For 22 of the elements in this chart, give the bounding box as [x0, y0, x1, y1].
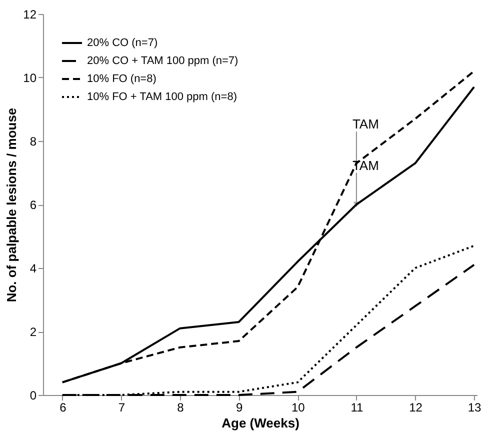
y-tick-label: 4 [30, 262, 37, 276]
x-tick-label: 7 [118, 400, 126, 414]
x-tick-label: 10 [291, 400, 306, 414]
y-tick-label: 8 [30, 134, 37, 148]
y-tick-label: 6 [30, 198, 37, 212]
x-tick-label: 9 [236, 400, 243, 414]
x-tick-label: 13 [468, 400, 482, 414]
y-tick-label: 0 [30, 388, 37, 402]
legend-label: 10% FO (n=8) [87, 73, 156, 85]
x-tick-label: 8 [177, 400, 184, 414]
y-axis-title: No. of palpable lesions / mouse [4, 108, 20, 302]
y-tick-label: 12 [23, 8, 37, 22]
x-tick-label: 12 [409, 400, 423, 414]
x-axis-title: Age (Weeks) [222, 416, 300, 430]
legend-label: 10% FO + TAM 100 ppm (n=8) [87, 91, 237, 103]
legend-label: 20% CO + TAM 100 ppm (n=7) [87, 55, 238, 67]
x-tick-label: 6 [60, 400, 67, 414]
y-tick-label: 10 [23, 71, 37, 85]
legend-label: 20% CO (n=7) [87, 37, 158, 49]
annotation: TAM [352, 116, 379, 132]
x-tick-label: 11 [350, 400, 364, 414]
y-tick-label: 2 [30, 325, 37, 339]
